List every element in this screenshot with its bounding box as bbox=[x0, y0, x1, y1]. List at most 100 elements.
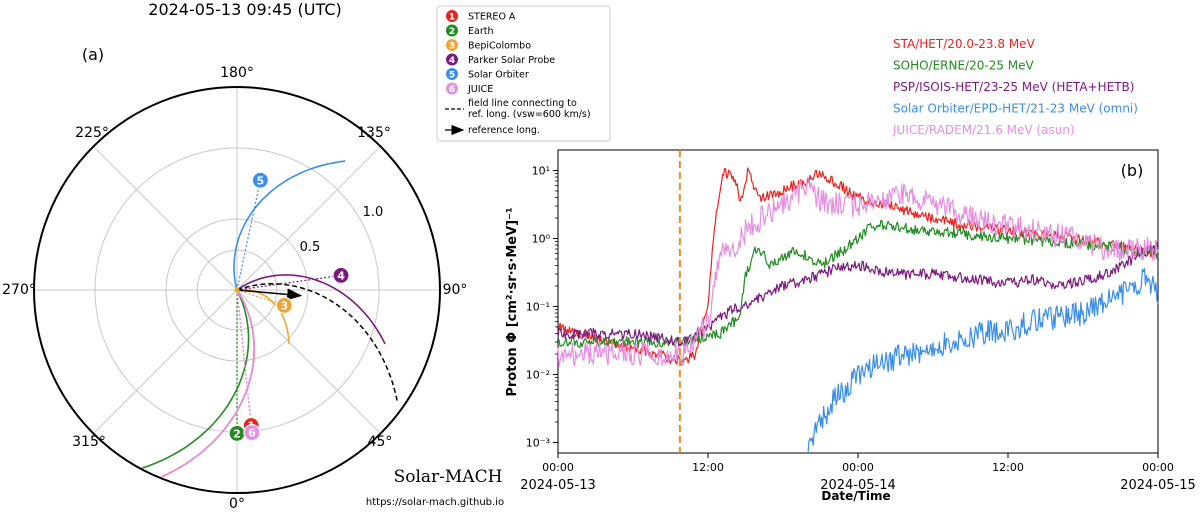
spiral-line-4 bbox=[236, 274, 386, 345]
legend-item-1: 1 STEREO A bbox=[446, 10, 516, 23]
legend-label: STEREO A bbox=[468, 12, 516, 23]
watermark: Solar-MACH bbox=[394, 467, 503, 487]
legend-item-5: 5 Solar Orbiter bbox=[446, 68, 529, 81]
angle-label-180: 180° bbox=[220, 65, 254, 81]
reference-arrow bbox=[236, 288, 303, 301]
y-tick-label: 10⁻² bbox=[526, 368, 550, 381]
legend-item-4: 4 Parker Solar Probe bbox=[446, 53, 555, 66]
polar-legend: 1 STEREO A 2 Earth 3 BepiColombo 4 Parker Solar… bbox=[436, 5, 611, 142]
angle-label-315: 315° bbox=[72, 434, 106, 450]
legend-dot bbox=[446, 82, 458, 95]
sun-marker bbox=[234, 287, 240, 293]
legend-label: Solar Orbiter bbox=[468, 70, 529, 81]
timeseries-panel: STA/HET/20.0-23.8 MeV SOHO/ERNE/20-25 MeV… bbox=[505, 37, 1196, 503]
y-axis-label: Proton Φ [cm²·sr·s·MeV]⁻¹ bbox=[505, 207, 520, 396]
series-legend-4: JUICE/RADEM/21.6 MeV (asun) bbox=[892, 123, 1075, 137]
y-tick-label: 10⁰ bbox=[532, 232, 551, 245]
angle-label-90: 90° bbox=[443, 282, 468, 298]
legend-reference-label: reference long. bbox=[468, 125, 540, 136]
legend-dot bbox=[446, 39, 458, 51]
x-date-label: 2024-05-15 bbox=[1120, 478, 1196, 493]
x-date-label: 2024-05-14 bbox=[820, 478, 896, 493]
watermark-url: https://solar-mach.github.io bbox=[366, 497, 504, 508]
legend-fieldline-label: field line connecting to bbox=[468, 98, 577, 109]
legend-dot bbox=[446, 53, 458, 66]
angular-grid-line bbox=[93, 146, 238, 291]
series-line-1 bbox=[557, 219, 1159, 349]
x-axis-label: Date/Time bbox=[821, 489, 890, 503]
series-legend-2: PSP/ISOIS-HET/23-25 MeV (HETA+HETB) bbox=[893, 80, 1134, 94]
spacecraft-marker-4: 4 bbox=[332, 266, 350, 284]
legend-number: 6 bbox=[449, 85, 455, 95]
x-tick-label: 12:00 bbox=[692, 461, 724, 474]
spiral-line-5 bbox=[233, 160, 346, 291]
series-legend: STA/HET/20.0-23.8 MeV SOHO/ERNE/20-25 MeV… bbox=[892, 37, 1138, 137]
series-lines bbox=[557, 167, 1159, 454]
x-tick-label: 00:00 bbox=[542, 461, 574, 474]
y-tick-label: 10⁻³ bbox=[526, 436, 550, 449]
radial-link-5 bbox=[236, 180, 261, 291]
series-line-4 bbox=[557, 176, 1159, 367]
panel-label-b: (b) bbox=[1121, 161, 1144, 180]
spacecraft-number-6: 6 bbox=[248, 427, 256, 440]
spacecraft-marker-6: 6 bbox=[243, 424, 261, 442]
angle-label-45: 45° bbox=[368, 434, 393, 450]
parker-spirals bbox=[142, 160, 399, 478]
legend-number: 2 bbox=[449, 27, 455, 37]
legend-label: JUICE bbox=[467, 84, 493, 95]
plot-frame bbox=[557, 149, 1159, 454]
panel-label-a: (a) bbox=[82, 45, 104, 64]
polar-outer-circle bbox=[33, 86, 441, 494]
spacecraft-dot-5 bbox=[251, 171, 269, 189]
polar-title: 2024-05-13 09:45 (UTC) bbox=[148, 0, 341, 19]
x-tick-label: 12:00 bbox=[992, 461, 1024, 474]
reference-fieldline bbox=[236, 283, 399, 403]
angle-label-135: 135° bbox=[357, 125, 391, 141]
series-legend-3: Solar Orbiter/EPD-HET/21-23 MeV (omni) bbox=[893, 102, 1138, 116]
legend-number: 5 bbox=[449, 71, 455, 81]
spiral-line-2 bbox=[142, 289, 250, 469]
legend-dot bbox=[446, 24, 458, 37]
y-tick-label: 10¹ bbox=[532, 164, 550, 177]
legend-dot bbox=[446, 10, 458, 22]
radial-label-0-5: 0.5 bbox=[300, 240, 321, 255]
spiral-line-6 bbox=[161, 289, 256, 478]
spacecraft-marker-5: 5 bbox=[251, 171, 269, 189]
x-tick-label: 00:00 bbox=[842, 461, 874, 474]
legend-number: 4 bbox=[449, 56, 455, 66]
spacecraft-markers: 123456 bbox=[228, 171, 350, 443]
plot-axes: 10¹ 10⁰ 10⁻¹ 10⁻² 10⁻³ 00:00 12:00 00:00 12:00 00… bbox=[520, 164, 1196, 493]
angular-grid-line bbox=[236, 146, 381, 291]
angle-label-225: 225° bbox=[75, 125, 109, 141]
legend-number: 3 bbox=[449, 42, 455, 52]
legend-label: Earth bbox=[468, 26, 493, 37]
x-date-label: 2024-05-13 bbox=[520, 478, 596, 493]
spacecraft-number-4: 4 bbox=[337, 269, 345, 282]
angle-label-270: 270° bbox=[2, 282, 36, 298]
polar-grid bbox=[33, 86, 441, 494]
angle-label-0: 0° bbox=[229, 496, 245, 512]
spacecraft-number-2: 2 bbox=[233, 427, 241, 440]
legend-item-2: 2 Earth bbox=[446, 24, 493, 37]
series-legend-0: STA/HET/20.0-23.8 MeV bbox=[893, 37, 1036, 51]
spacecraft-dot-3 bbox=[275, 296, 293, 314]
radial-label-1-0: 1.0 bbox=[363, 205, 384, 220]
spacecraft-number-3: 3 bbox=[280, 299, 288, 312]
legend-dot bbox=[446, 68, 458, 80]
spacecraft-dot-4 bbox=[332, 266, 350, 284]
spacecraft-dot-6 bbox=[243, 424, 261, 442]
legend-item-3: 3 BepiColombo bbox=[446, 39, 531, 52]
spacecraft-marker-2: 2 bbox=[228, 424, 246, 443]
angular-grid-line bbox=[236, 289, 381, 434]
radial-link-4 bbox=[236, 274, 342, 291]
spacecraft-number-5: 5 bbox=[256, 174, 264, 187]
angular-grid-line bbox=[93, 289, 238, 434]
spacecraft-marker-3: 3 bbox=[275, 296, 293, 314]
x-tick-label: 00:00 bbox=[1142, 461, 1174, 474]
series-line-3 bbox=[807, 268, 1159, 454]
polar-panel: 2024-05-13 09:45 (UTC) (a) 1 2 3 4 5 6 180° 1… bbox=[2, 0, 504, 512]
legend-fieldline-label-2: ref. long. (vsw=600 km/s) bbox=[468, 109, 591, 120]
legend-item-6: 6 JUICE bbox=[446, 82, 493, 95]
series-legend-1: SOHO/ERNE/20-25 MeV bbox=[893, 59, 1035, 73]
y-tick-label: 10⁻¹ bbox=[526, 300, 550, 313]
